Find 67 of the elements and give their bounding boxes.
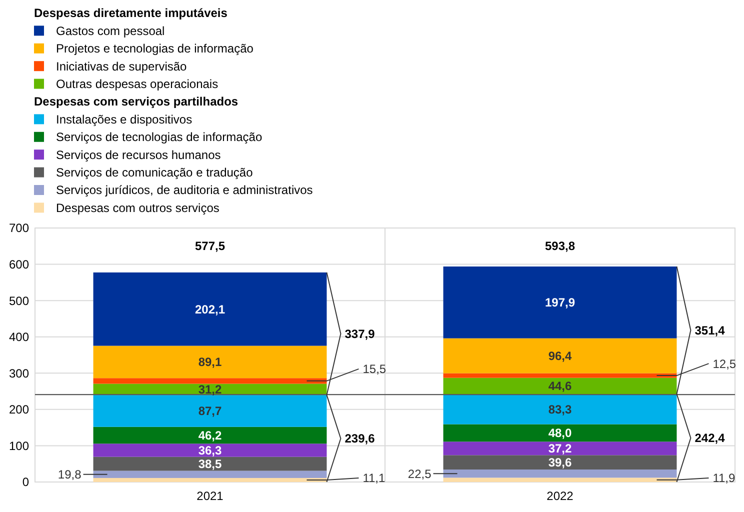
data-label: 22,5 [408,466,432,481]
bar [443,455,677,470]
legend-label: Iniciativas de supervisão [56,59,188,74]
data-label: 202,1 [194,302,226,316]
y-tick-label: 600 [8,257,30,272]
bar [93,456,327,471]
legend-label: Instalações e dispositivos [56,112,192,126]
bar [93,478,327,482]
data-label: 31,2 [198,382,222,397]
legend-label: Serviços de tecnologias de informação [56,130,262,144]
bar [93,378,327,384]
data-label: 37,2 [548,442,572,456]
bar [443,470,677,478]
bar [443,478,677,482]
data-label: 46,2 [198,428,222,442]
y-tick-label: 300 [8,366,30,380]
legend-label: Outras despesas operacionais [56,77,218,91]
bar [443,266,677,338]
text: Despesas com serviços partilhados [34,94,238,109]
bar [443,378,677,394]
annotation: 239,6 [344,432,376,446]
bar [443,442,677,456]
data-label: 15,5 [362,362,386,376]
y-tick-label: 0 [22,475,30,490]
legend-label: Serviços de recursos humanos [56,148,221,162]
data-label: 19,8 [58,468,82,482]
y-tick-label: 100 [8,438,30,453]
y-tick-label: 200 [8,402,30,417]
data-label: 96,4 [548,349,572,363]
data-label: 38,5 [198,457,222,472]
data-label: 36,3 [198,443,222,458]
bar [93,470,327,478]
data-label: 11,9 [712,471,736,486]
bar [93,444,327,457]
legend-label: Gastos com pessoal [56,24,165,38]
data-label: 87,7 [198,404,222,418]
legend-label: Projetos e tecnologias de informação [56,42,254,56]
bar [443,373,677,378]
bar [443,338,677,374]
legend-label: Serviços jurídicos, de auditoria e administrativos [56,183,313,198]
data-label: 197,9 [544,296,576,310]
bar [93,346,327,378]
bar [93,426,327,444]
data-label: 83,3 [548,402,572,416]
bar [93,272,327,346]
annotation: 242,4 [694,431,726,446]
data-label: 39,6 [548,456,572,470]
data-label: 44,6 [548,379,572,394]
x-tick-label: 2022 [546,489,574,503]
legend-label: Serviços de comunicação e tradução [56,166,254,180]
text: Despesas diretamente imputáveis [34,6,228,20]
data-label: 89,1 [198,355,222,370]
total-label: 593,8 [544,239,576,254]
bar [443,424,677,442]
bar [93,395,327,427]
data-label: 12,5 [712,356,736,371]
y-tick-label: 700 [8,221,30,236]
annotation: 337,9 [344,326,376,341]
y-tick-label: 500 [8,294,30,308]
data-label: 48,0 [548,426,572,440]
data-label: 11,1 [362,471,386,486]
total-label: 577,5 [194,239,226,254]
y-tick-label: 400 [8,330,30,344]
x-tick-label: 2021 [196,489,224,503]
bar [443,394,677,424]
legend-label: Despesas com outros serviços [56,200,220,215]
annotation: 351,4 [694,323,726,338]
